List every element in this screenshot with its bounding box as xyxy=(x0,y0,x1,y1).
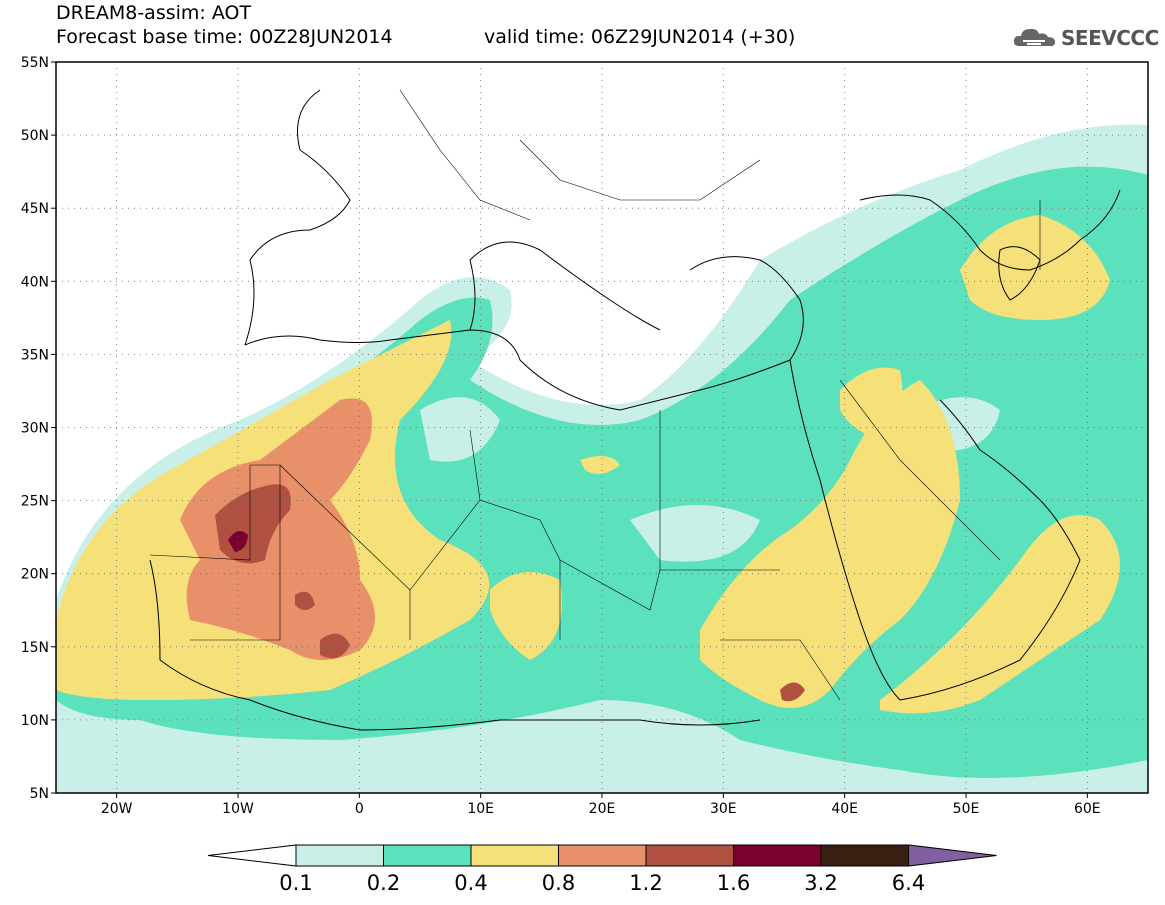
aot-contour-1.2-b xyxy=(295,591,315,610)
colorbar-label: 0.8 xyxy=(542,871,575,895)
colorbar-labels: 0.1 0.2 0.4 0.8 1.2 1.6 3.2 6.4 xyxy=(279,871,925,895)
lat-label: 15N xyxy=(21,640,49,656)
colorbar-label: 1.2 xyxy=(629,871,662,895)
lat-label: 20N xyxy=(21,567,49,583)
lon-label: 30E xyxy=(710,801,737,817)
lat-label: 35N xyxy=(21,347,49,363)
valid-time-label: valid time: 06Z29JUN2014 (+30) xyxy=(484,26,796,48)
colorbar-label: 0.2 xyxy=(367,871,400,895)
longitude-labels: 20W 10W 0 10E 20E 30E 40E 50E 60E xyxy=(101,793,1101,817)
map-title: DREAM8-assim: AOT xyxy=(56,2,252,24)
lat-label: 50N xyxy=(21,128,49,144)
seevccc-logo: SEEVCCC xyxy=(1011,22,1159,52)
aot-contour-0.8-b xyxy=(580,456,620,474)
lon-label: 60E xyxy=(1074,801,1101,817)
colorbar-label: 3.2 xyxy=(804,871,837,895)
lon-label: 20W xyxy=(101,801,133,817)
colorbar-segment xyxy=(820,844,909,867)
colorbar-min-arrow xyxy=(207,844,297,867)
colorbar-segment xyxy=(733,844,822,867)
aot-patch-0.1-b xyxy=(630,505,760,562)
aot-contour-0.4-east xyxy=(700,380,960,708)
lon-label: 50E xyxy=(953,801,980,817)
aot-contour-0.8 xyxy=(180,398,375,660)
colorbar-label: 0.4 xyxy=(454,871,487,895)
colorbar-segment xyxy=(645,844,734,867)
lon-label: 10W xyxy=(222,801,254,817)
lat-label: 40N xyxy=(21,274,49,290)
lat-label: 45N xyxy=(21,201,49,217)
aot-contour-1.6 xyxy=(228,531,248,552)
lon-label: 40E xyxy=(831,801,858,817)
lat-label: 10N xyxy=(21,713,49,729)
colorbar-label: 0.1 xyxy=(279,871,312,895)
aot-patch-0.1-a xyxy=(420,397,500,462)
aot-contour-0.4-arabia xyxy=(880,515,1120,714)
colorbar-max-arrow xyxy=(908,844,997,867)
lat-label: 30N xyxy=(21,421,49,437)
lon-label: 20E xyxy=(589,801,616,817)
coastlines xyxy=(149,89,1121,731)
latitude-labels: 55N 50N 45N 40N 35N 30N 25N 20N 15N 10N 5N xyxy=(21,55,56,802)
cloud-icon xyxy=(1013,28,1055,47)
aot-contour-1.2-d xyxy=(780,682,805,702)
colorbar-segment xyxy=(470,844,559,867)
colorbar-segment xyxy=(295,844,384,867)
colorbar-label: 6.4 xyxy=(892,871,925,895)
colorbar-label: 1.6 xyxy=(717,871,750,895)
borders xyxy=(149,89,1041,701)
aot-colorbar xyxy=(207,844,997,867)
aot-contour-0.4-iran xyxy=(840,367,903,440)
lon-label: 10E xyxy=(467,801,494,817)
aot-contour-1.2-c xyxy=(320,633,350,659)
colorbar-segment xyxy=(383,844,472,867)
colorbar-segment xyxy=(558,844,647,867)
aot-contour-0.4-caspian xyxy=(960,215,1110,320)
lon-label: 0 xyxy=(355,801,364,817)
lat-label: 5N xyxy=(30,786,49,802)
base-time-label: Forecast base time: 00Z28JUN2014 xyxy=(56,26,393,48)
lat-label: 55N xyxy=(21,55,49,71)
aot-contour-0.4-sahara-c xyxy=(490,572,562,660)
lat-label: 25N xyxy=(21,494,49,510)
logo-text: SEEVCCC xyxy=(1061,26,1159,50)
